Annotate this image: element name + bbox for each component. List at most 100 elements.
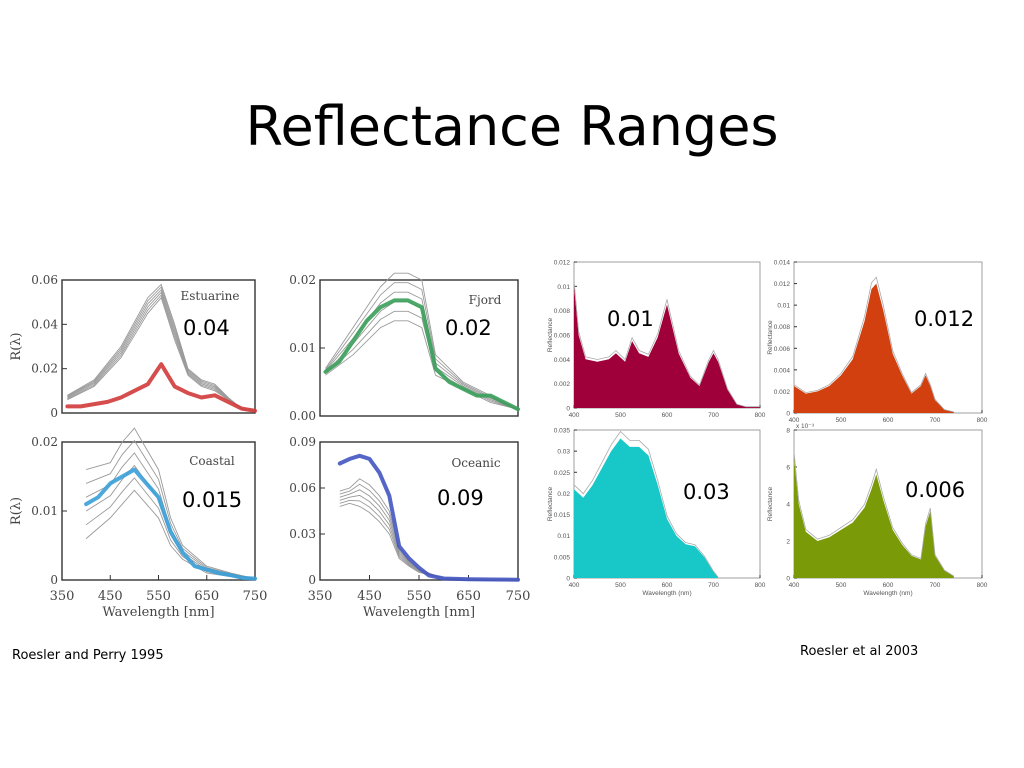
x-tick-label: 750 bbox=[506, 589, 531, 604]
y-tick-label: 0.015 bbox=[554, 512, 571, 519]
y-tick-label: 0.005 bbox=[554, 554, 571, 561]
x-tick-label: 700 bbox=[930, 417, 941, 424]
y-axis-label: Reflectance bbox=[767, 486, 774, 521]
y-multiplier-label: x 10⁻³ bbox=[796, 423, 815, 430]
y-tick-label: 0.04 bbox=[31, 317, 58, 331]
y-tick-label: 0.004 bbox=[774, 367, 791, 374]
max-reflectance-label: 0.012 bbox=[914, 307, 974, 331]
y-tick-label: 0 bbox=[50, 573, 58, 587]
chart-fjord: 0.00 0.01 0.02 Fjord 0.02 bbox=[289, 272, 520, 423]
chart-coastal: 0 0.01 0.02 350 450 550 650 750 Wavelength [nm] R… bbox=[9, 427, 268, 620]
y-tick-label: 0 bbox=[786, 576, 790, 583]
y-axis-label: Reflectance bbox=[547, 317, 554, 352]
y-tick-label: 0.004 bbox=[554, 357, 571, 364]
x-tick-label: 500 bbox=[615, 582, 626, 589]
y-tick-label: 0.012 bbox=[554, 260, 571, 267]
x-tick-label: 550 bbox=[146, 589, 171, 604]
y-tick-label: 0.014 bbox=[774, 260, 791, 267]
y-tick-label: 0.06 bbox=[31, 273, 58, 287]
y-tick-label: 0.02 bbox=[557, 491, 570, 498]
x-tick-label: 700 bbox=[708, 582, 719, 589]
area-fill bbox=[794, 457, 954, 578]
panel-title: Coastal bbox=[189, 454, 235, 468]
chart-oceanic: 0 0.03 0.06 0.09 350 450 550 650 750 Wavelength [… bbox=[289, 435, 530, 620]
y-tick-label: 0.03 bbox=[289, 527, 316, 541]
panel-title: Fjord bbox=[469, 293, 502, 307]
x-tick-label: 650 bbox=[456, 589, 481, 604]
citation-left: Roesler and Perry 1995 bbox=[12, 648, 164, 663]
y-tick-label: 0.01 bbox=[289, 341, 316, 355]
max-reflectance-label: 0.03 bbox=[683, 480, 730, 504]
chart-estuarine: 0 0.02 0.04 0.06 R(λ) Estuarine 0.04 bbox=[9, 273, 257, 420]
x-tick-label: 700 bbox=[708, 412, 719, 419]
area-fill bbox=[574, 286, 760, 408]
y-axis-label: Reflectance bbox=[767, 320, 774, 355]
y-tick-label: 6 bbox=[786, 465, 790, 472]
y-tick-label: 0.002 bbox=[554, 381, 571, 388]
y-tick-label: 0.03 bbox=[557, 449, 570, 456]
highlight-series bbox=[65, 362, 257, 413]
x-tick-label: 400 bbox=[789, 582, 800, 589]
y-tick-label: 0 bbox=[786, 411, 790, 418]
y-axis-label: R(λ) bbox=[9, 332, 24, 360]
y-tick-label: 8 bbox=[786, 428, 790, 435]
x-tick-label: 450 bbox=[357, 589, 382, 604]
max-reflectance-label: 0.09 bbox=[437, 486, 484, 510]
max-reflectance-label: 0.015 bbox=[182, 488, 242, 512]
x-axis-label: Wavelength (nm) bbox=[863, 590, 912, 597]
y-tick-label: 0.06 bbox=[289, 481, 316, 495]
x-axis-label: Wavelength (nm) bbox=[642, 590, 691, 597]
x-tick-label: 600 bbox=[883, 582, 894, 589]
y-tick-label: 0.02 bbox=[31, 362, 58, 376]
chart-panel-maroon: 0 0.002 0.004 0.006 0.008 0.01 0.012 400 500 600 7… bbox=[547, 260, 766, 420]
x-tick-label: 600 bbox=[662, 582, 673, 589]
y-tick-label: 0.025 bbox=[554, 470, 571, 477]
x-tick-label: 700 bbox=[930, 582, 941, 589]
reference-trace bbox=[793, 276, 954, 413]
x-tick-label: 800 bbox=[977, 582, 988, 589]
x-tick-label: 750 bbox=[243, 589, 268, 604]
y-tick-label: 0.008 bbox=[554, 308, 571, 315]
highlight-series bbox=[84, 467, 257, 581]
slide-title: Reflectance Ranges bbox=[245, 95, 779, 158]
y-tick-label: 0.006 bbox=[554, 333, 571, 340]
y-tick-label: 0.035 bbox=[554, 428, 571, 435]
max-reflectance-label: 0.006 bbox=[905, 478, 965, 502]
y-tick-label: 0.09 bbox=[289, 435, 316, 449]
area-fill bbox=[794, 283, 954, 413]
y-tick-label: 0.008 bbox=[774, 324, 791, 331]
y-axis-label: R(λ) bbox=[9, 497, 24, 525]
y-tick-label: 0.01 bbox=[31, 504, 58, 518]
reference-trace bbox=[793, 451, 955, 577]
max-reflectance-label: 0.01 bbox=[607, 307, 654, 331]
plot-frame bbox=[319, 441, 519, 581]
plot-frame bbox=[61, 441, 256, 581]
chart-panel-olive: 0 2 4 6 8 400 500 600 700 800 Wavelength (nm) Refle… bbox=[767, 423, 988, 597]
x-tick-label: 350 bbox=[308, 589, 333, 604]
y-tick-label: 0 bbox=[50, 406, 58, 420]
envelope-line bbox=[85, 439, 256, 580]
y-tick-label: 0.006 bbox=[774, 346, 791, 353]
y-tick-label: 0.00 bbox=[289, 409, 316, 423]
x-tick-label: 350 bbox=[50, 589, 75, 604]
x-tick-label: 500 bbox=[836, 582, 847, 589]
envelope-line bbox=[85, 427, 256, 580]
x-axis-label: Wavelength [nm] bbox=[363, 605, 475, 620]
x-tick-label: 600 bbox=[883, 417, 894, 424]
y-tick-label: 0.02 bbox=[289, 273, 316, 287]
x-tick-label: 600 bbox=[662, 412, 673, 419]
highlight-series bbox=[323, 298, 520, 412]
y-axis-label: Reflectance bbox=[547, 486, 554, 521]
y-tick-label: 0.01 bbox=[557, 284, 570, 291]
panel-title: Estuarine bbox=[180, 289, 239, 303]
x-axis-label: Wavelength [nm] bbox=[102, 605, 214, 620]
area-fill bbox=[574, 438, 719, 578]
highlight-series bbox=[337, 453, 520, 582]
x-tick-label: 400 bbox=[569, 582, 580, 589]
x-tick-label: 800 bbox=[755, 582, 766, 589]
y-tick-label: 0 bbox=[308, 573, 316, 587]
x-tick-label: 400 bbox=[569, 412, 580, 419]
x-tick-label: 500 bbox=[615, 412, 626, 419]
y-tick-label: 0.012 bbox=[774, 281, 791, 288]
